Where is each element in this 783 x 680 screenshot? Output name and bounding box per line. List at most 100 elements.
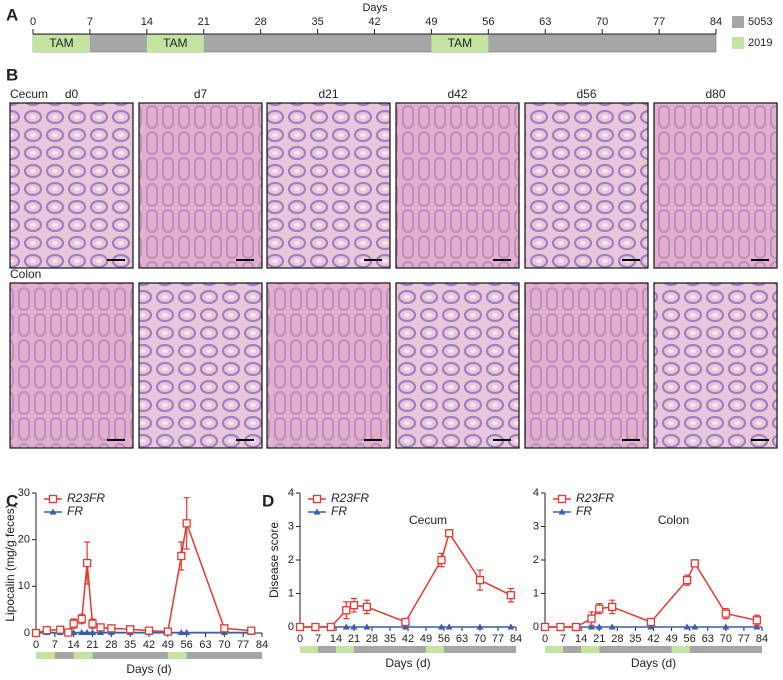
timeline-tick-label: 7 bbox=[87, 16, 93, 28]
tam-segment bbox=[431, 35, 489, 52]
timeline-bar bbox=[32, 33, 717, 53]
y-tick-label: 4 bbox=[288, 487, 294, 499]
data-point bbox=[683, 623, 691, 630]
timeline-tick-label: 56 bbox=[482, 16, 494, 28]
legend-marker bbox=[49, 508, 57, 515]
x-tick-label: 77 bbox=[237, 639, 249, 651]
x-tick-label: 63 bbox=[702, 633, 714, 645]
x-tick-label: 77 bbox=[492, 633, 504, 645]
y-tick-label: 2 bbox=[533, 554, 539, 566]
x-axis-label: Days (d) bbox=[385, 656, 430, 670]
x-tick-label: 35 bbox=[384, 633, 396, 645]
histology-image bbox=[9, 102, 134, 269]
x-tick-label: 35 bbox=[629, 633, 641, 645]
data-point bbox=[437, 555, 446, 565]
tam-label: TAM bbox=[49, 36, 73, 50]
data-point bbox=[475, 575, 485, 585]
data-point bbox=[401, 617, 410, 627]
column-label: d80 bbox=[705, 87, 725, 101]
x-tick-label: 56 bbox=[181, 639, 193, 651]
tam-label: TAM bbox=[163, 36, 187, 50]
data-point bbox=[88, 619, 97, 628]
x-tick-label: 28 bbox=[105, 639, 117, 651]
histology-image bbox=[9, 282, 134, 449]
data-point bbox=[97, 629, 105, 636]
data-point bbox=[608, 623, 616, 630]
data-point bbox=[31, 628, 41, 638]
data-point bbox=[295, 622, 305, 632]
x-tick-label: 42 bbox=[402, 633, 414, 645]
x-tick-label: 14 bbox=[68, 639, 80, 651]
treatment-strip bbox=[300, 646, 516, 653]
treatment-strip bbox=[36, 652, 262, 659]
data-point bbox=[342, 623, 350, 630]
y-axis-label: Disease score bbox=[267, 522, 281, 598]
histology-image bbox=[266, 102, 391, 269]
data-point bbox=[690, 559, 699, 568]
timeline-tick-label: 63 bbox=[539, 16, 551, 28]
y-tick-label: 0 bbox=[24, 627, 30, 639]
timeline-tick-label: 49 bbox=[425, 16, 437, 28]
data-point bbox=[177, 551, 186, 561]
chart-title: Cecum bbox=[409, 513, 447, 527]
x-tick-label: 77 bbox=[738, 633, 750, 645]
legend-label: 5053 bbox=[748, 16, 772, 28]
timeline-tick-label: 70 bbox=[596, 16, 608, 28]
timeline-tick-label: 42 bbox=[368, 16, 380, 28]
data-point bbox=[220, 624, 229, 633]
panel-letter: D bbox=[262, 491, 274, 510]
data-point bbox=[342, 606, 351, 615]
data-point bbox=[437, 623, 445, 630]
x-tick-label: 35 bbox=[124, 639, 136, 651]
timeline-tick-label: 14 bbox=[141, 16, 153, 28]
legend-label: FR bbox=[576, 504, 592, 518]
chart-title: Colon bbox=[658, 513, 689, 527]
x-tick-label: 0 bbox=[297, 633, 303, 645]
timeline-tick-label: 84 bbox=[710, 16, 722, 28]
data-point bbox=[476, 623, 484, 630]
y-tick-label: 20 bbox=[18, 534, 30, 546]
x-tick-label: 21 bbox=[348, 633, 360, 645]
y-tick-label: 4 bbox=[533, 487, 539, 499]
data-point bbox=[350, 623, 358, 630]
legend-swatch bbox=[732, 37, 744, 49]
legend-swatch bbox=[732, 16, 744, 28]
data-point bbox=[647, 623, 655, 630]
data-point bbox=[326, 622, 336, 632]
y-tick-label: 1 bbox=[533, 587, 539, 599]
treatment-strip bbox=[545, 646, 762, 653]
x-tick-label: 42 bbox=[647, 633, 659, 645]
x-tick-label: 42 bbox=[143, 639, 155, 651]
histology-image bbox=[138, 282, 263, 449]
data-point bbox=[83, 629, 91, 636]
legend-label: FR bbox=[67, 504, 83, 518]
data-point bbox=[89, 629, 96, 636]
x-tick-label: 21 bbox=[593, 633, 605, 645]
x-tick-label: 28 bbox=[611, 633, 623, 645]
timeline-tick-label: 0 bbox=[30, 16, 36, 28]
x-tick-label: 7 bbox=[315, 633, 321, 645]
treatment-strip-segment bbox=[336, 646, 354, 653]
tam-label: TAM bbox=[448, 36, 472, 50]
x-tick-label: 0 bbox=[542, 633, 548, 645]
data-point bbox=[595, 623, 603, 630]
legend-label: R23FR bbox=[331, 491, 369, 505]
data-point bbox=[144, 626, 154, 635]
histology-image bbox=[524, 102, 649, 269]
x-tick-label: 49 bbox=[665, 633, 677, 645]
legend-label: R23FR bbox=[576, 491, 614, 505]
data-point bbox=[247, 626, 256, 635]
data-point bbox=[682, 575, 692, 585]
data-point bbox=[107, 624, 116, 633]
x-tick-label: 70 bbox=[218, 639, 230, 651]
treatment-strip-segment bbox=[167, 652, 187, 659]
data-point bbox=[69, 619, 78, 628]
data-point bbox=[722, 623, 730, 630]
treatment-strip-segment bbox=[581, 646, 600, 653]
column-label: d7 bbox=[194, 87, 208, 101]
legend-label: FR bbox=[331, 504, 347, 518]
data-point bbox=[588, 623, 595, 630]
legend-label: R23FR bbox=[67, 491, 105, 505]
x-tick-label: 14 bbox=[575, 633, 587, 645]
data-point bbox=[595, 604, 604, 613]
